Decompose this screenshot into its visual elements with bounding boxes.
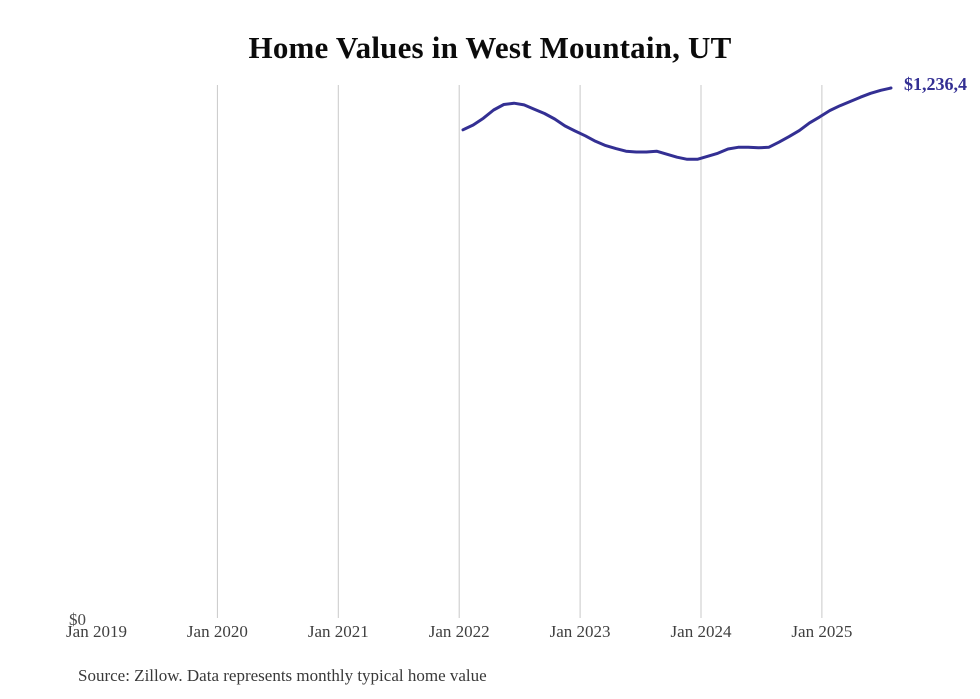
x-tick-label-jan-2023: Jan 2023 (549, 622, 611, 641)
x-tick-label-jan-2021: Jan 2021 (307, 622, 369, 641)
latest-value-label: $1,236,4 (904, 74, 967, 94)
x-tick-label-jan-2020: Jan 2020 (186, 622, 248, 641)
x-tick-label-jan-2019: Jan 2019 (66, 622, 127, 641)
home-value-line-series (461, 86, 893, 161)
source-note: Source: Zillow. Data represents monthly … (78, 666, 487, 685)
x-tick-label-jan-2025: Jan 2025 (791, 622, 853, 641)
chart-title: Home Values in West Mountain, UT (248, 30, 732, 65)
y-axis-zero-label: $0 (69, 610, 86, 629)
vertical-gridlines (216, 85, 823, 618)
x-tick-label-jan-2024: Jan 2024 (670, 622, 732, 641)
x-tick-label-jan-2022: Jan 2022 (428, 622, 490, 641)
